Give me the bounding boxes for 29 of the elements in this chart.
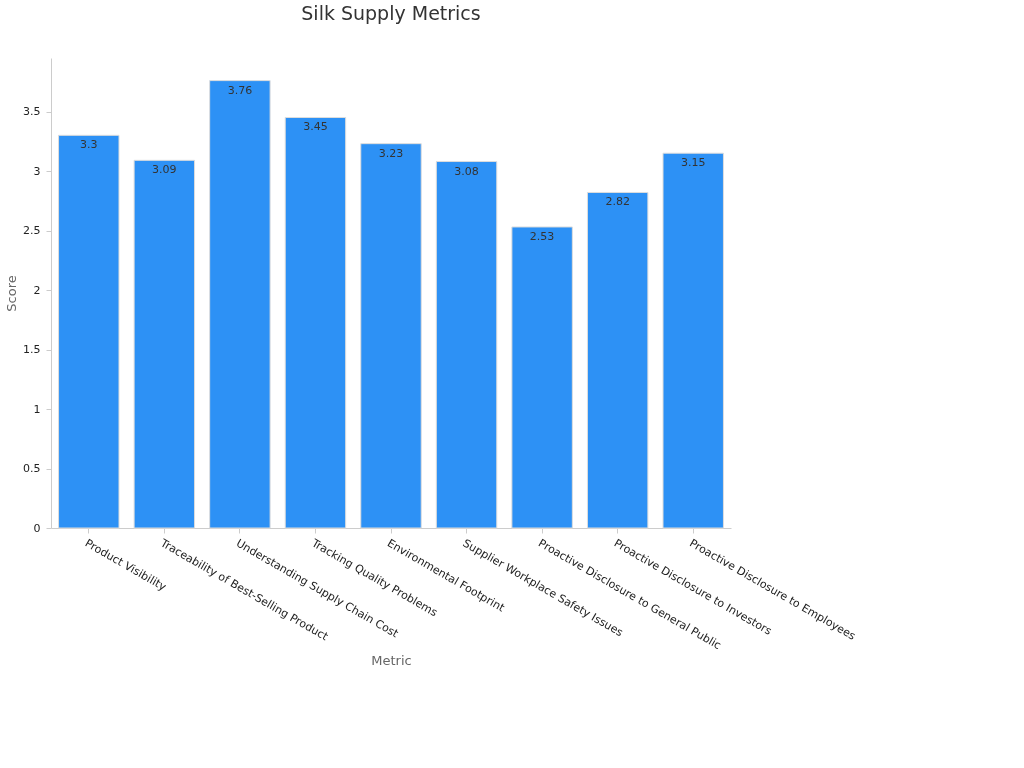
bar <box>586 191 649 529</box>
bar <box>133 159 196 529</box>
y-tick-label: 0 <box>33 521 41 535</box>
bar <box>209 80 271 529</box>
data-label: 2.82 <box>605 195 630 209</box>
data-label: 3.45 <box>303 120 328 134</box>
y-tick-label: 0.5 <box>23 462 41 476</box>
y-axis-title: Score <box>4 275 20 312</box>
bar <box>284 116 347 529</box>
y-tick-label: 2 <box>33 283 41 297</box>
data-label: 3.23 <box>378 146 404 160</box>
y-tick-label: 3.5 <box>23 105 41 119</box>
data-label: 3.09 <box>152 163 177 177</box>
y-tick-label: 2.5 <box>23 224 41 238</box>
bar <box>58 134 120 529</box>
data-label: 3.3 <box>80 138 98 152</box>
bar <box>511 226 573 529</box>
data-label: 2.53 <box>529 229 555 243</box>
y-tick-label: 1 <box>33 402 41 416</box>
bar <box>662 152 724 529</box>
data-label: 3.76 <box>227 83 253 97</box>
bar <box>435 161 498 529</box>
data-label: 3.08 <box>454 164 479 178</box>
x-axis-title: Metric <box>371 653 412 669</box>
y-tick-label: 3 <box>33 164 41 178</box>
bar <box>360 143 422 529</box>
chart-title: Silk Supply Metrics <box>301 2 481 24</box>
data-label: 3.15 <box>680 156 706 170</box>
y-tick-label: 1.5 <box>23 343 41 357</box>
